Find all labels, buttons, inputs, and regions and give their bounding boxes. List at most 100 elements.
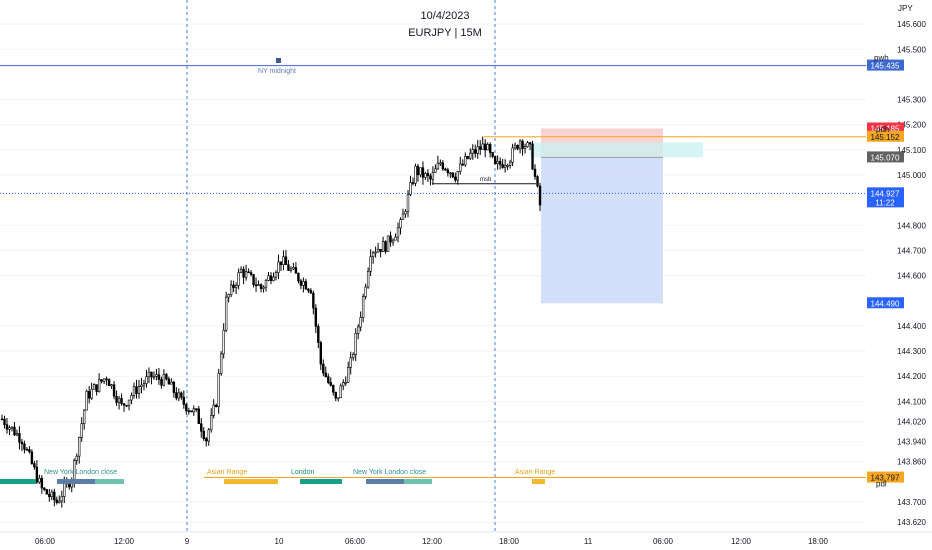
candle-body bbox=[459, 163, 462, 172]
candle-body bbox=[13, 426, 16, 436]
pdl-price-label-bg bbox=[867, 471, 904, 483]
candle-body bbox=[444, 168, 447, 171]
candle-body bbox=[332, 384, 335, 393]
candle-body bbox=[498, 161, 502, 165]
candle-body bbox=[284, 256, 288, 265]
candle-body bbox=[23, 443, 26, 450]
asian-range-bar bbox=[224, 479, 278, 484]
candle-body bbox=[157, 374, 161, 380]
y-tick-label: 143.860 bbox=[897, 458, 926, 467]
candle-body bbox=[175, 392, 178, 399]
candle-body bbox=[97, 379, 101, 392]
candle-body bbox=[409, 182, 412, 195]
candle-body bbox=[451, 172, 455, 178]
candle-body bbox=[160, 379, 163, 386]
pdl-tag: pdl bbox=[876, 480, 887, 489]
candle-body bbox=[190, 410, 193, 413]
candle-body bbox=[3, 418, 6, 425]
candle-body bbox=[234, 285, 238, 289]
y-tick-label: 144.200 bbox=[897, 372, 926, 381]
candle-body bbox=[259, 284, 263, 289]
candle-body bbox=[249, 272, 253, 275]
candle-body bbox=[364, 286, 367, 297]
candle-body bbox=[506, 165, 509, 167]
candle-body bbox=[312, 292, 315, 309]
london-bar bbox=[300, 479, 342, 484]
candle-body bbox=[45, 489, 49, 495]
candle-body bbox=[10, 426, 14, 429]
candle-body bbox=[518, 140, 522, 150]
candle-body bbox=[195, 408, 198, 411]
candle-body bbox=[456, 171, 460, 181]
y-tick-label: 143.700 bbox=[897, 498, 926, 507]
candle-body bbox=[102, 378, 106, 382]
candle-body bbox=[90, 388, 93, 399]
candle-body bbox=[429, 175, 432, 180]
cyan-zone bbox=[530, 142, 703, 158]
candle-body bbox=[533, 168, 537, 177]
entry-price-label-bg bbox=[867, 151, 904, 163]
candle-body bbox=[299, 280, 303, 286]
y-tick-label: 143.940 bbox=[897, 438, 926, 447]
candle-body bbox=[294, 267, 298, 274]
x-tick-label: 12:00 bbox=[731, 537, 752, 546]
candle-body bbox=[30, 451, 34, 464]
candle-body bbox=[334, 391, 337, 399]
candle-body bbox=[436, 162, 440, 170]
candle-body bbox=[197, 408, 200, 424]
stop-price-label-bg bbox=[867, 122, 904, 134]
candle-body bbox=[257, 284, 260, 286]
candle-body bbox=[446, 169, 450, 174]
candle-body bbox=[464, 156, 467, 166]
candle-body bbox=[528, 142, 532, 145]
candle-body bbox=[297, 273, 300, 282]
candle-body bbox=[75, 455, 78, 461]
candle-body bbox=[521, 140, 524, 149]
candle-body bbox=[127, 399, 131, 407]
candle-body bbox=[277, 261, 280, 273]
candle-body bbox=[125, 404, 128, 407]
x-tick-label: 11 bbox=[584, 537, 593, 546]
last-price-label: 144.927 bbox=[871, 189, 900, 198]
chart-symbol-timeframe: EURJPY | 15M bbox=[408, 27, 482, 39]
candle-body bbox=[538, 185, 542, 206]
candle-body bbox=[302, 281, 305, 286]
candle-body bbox=[371, 252, 375, 257]
candle-body bbox=[513, 144, 517, 149]
candle-body bbox=[406, 194, 410, 212]
x-tick-label: 12:00 bbox=[114, 537, 135, 546]
candle-body bbox=[324, 372, 327, 377]
pwh-price-label: 145.435 bbox=[871, 62, 900, 71]
y-tick-label: 144.700 bbox=[897, 246, 926, 255]
asian-range-bar bbox=[532, 479, 545, 484]
candle-body bbox=[424, 173, 427, 178]
price-axis-background bbox=[866, 0, 932, 550]
candle-body bbox=[349, 357, 352, 368]
candle-body bbox=[384, 241, 387, 252]
candle-body bbox=[254, 284, 258, 287]
y-tick-label: 144.020 bbox=[897, 417, 926, 426]
candle-body bbox=[381, 241, 385, 253]
candle-body bbox=[227, 294, 230, 298]
candle-body bbox=[416, 165, 420, 176]
candle-body bbox=[264, 280, 268, 288]
candle-body bbox=[401, 213, 405, 220]
candle-body bbox=[115, 395, 118, 403]
chart-date: 10/4/2023 bbox=[420, 10, 470, 22]
x-tick-label: 06:00 bbox=[653, 537, 674, 546]
candle-body bbox=[132, 386, 136, 396]
currency-label: JPY bbox=[898, 4, 913, 13]
candle-body bbox=[224, 296, 228, 331]
candle-body bbox=[112, 384, 116, 397]
candle-body bbox=[289, 268, 293, 271]
candle-body bbox=[53, 491, 56, 501]
candle-body bbox=[110, 384, 113, 387]
x-tick-label: 18:00 bbox=[499, 537, 520, 546]
candle-body bbox=[130, 395, 133, 401]
candle-body bbox=[8, 427, 11, 430]
candle-body bbox=[322, 363, 325, 374]
ny-midnight-label: NY midnight bbox=[258, 68, 296, 75]
candle-body bbox=[137, 386, 141, 394]
